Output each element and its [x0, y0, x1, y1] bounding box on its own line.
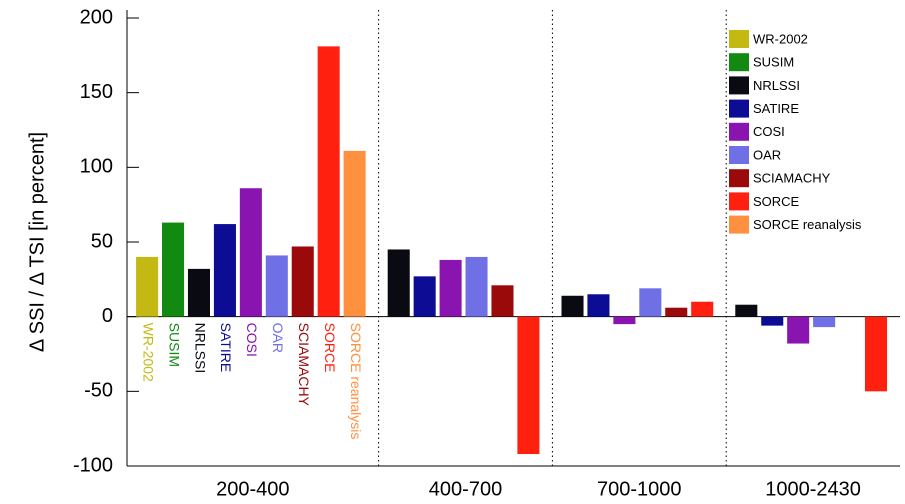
bar: [239, 188, 262, 317]
x-tick-label: 200-400: [216, 478, 289, 500]
bar: [691, 301, 714, 317]
bar: [136, 256, 159, 317]
y-tick-label: 0: [102, 305, 113, 327]
bar: [587, 294, 610, 317]
bar: [491, 285, 514, 317]
bar: [439, 259, 462, 317]
bar: [343, 150, 366, 317]
series-label: SORCE: [322, 323, 338, 373]
x-tick-label: 400-700: [429, 478, 502, 500]
legend-label: SUSIM: [753, 55, 794, 70]
series-label: OAR: [270, 323, 286, 353]
y-axis-label: Δ SSI / Δ TSI [in percent]: [26, 132, 48, 352]
y-tick-label: 150: [80, 81, 113, 103]
y-tick-label: 200: [80, 6, 113, 28]
bar: [291, 246, 314, 317]
legend-swatch: [729, 99, 749, 118]
bar: [413, 276, 436, 317]
series-label: SUSIM: [166, 323, 182, 367]
bar: [162, 222, 185, 317]
bar: [813, 316, 836, 328]
legend-label: SATIRE: [753, 101, 799, 116]
legend-label: OAR: [753, 147, 781, 162]
legend-label: NRLSSI: [753, 78, 800, 93]
bar: [864, 316, 888, 392]
x-tick-label: 1000-2430: [765, 478, 861, 500]
bar: [213, 224, 236, 317]
series-label: COSI: [244, 323, 260, 357]
x-tick-label: 700-1000: [597, 478, 682, 500]
bar: [317, 46, 340, 317]
legend-swatch: [729, 53, 749, 72]
legend-label: WR-2002: [753, 31, 808, 46]
series-label: SATIRE: [218, 323, 234, 373]
bar: [613, 316, 636, 325]
bar: [517, 316, 540, 455]
legend-swatch: [729, 215, 749, 234]
series-label: SCIAMACHY: [296, 323, 312, 407]
bar: [187, 268, 211, 317]
bar: [787, 316, 810, 344]
bar: [265, 255, 288, 317]
series-label: WR-2002: [140, 323, 156, 382]
legend-label: COSI: [753, 124, 785, 139]
legend-label: SORCE reanalysis: [753, 217, 862, 232]
legend-label: SORCE: [753, 194, 800, 209]
series-label: NRLSSI: [192, 323, 208, 374]
bar: [387, 249, 410, 317]
y-tick-label: 100: [80, 156, 113, 178]
bar: [561, 295, 584, 317]
legend-swatch: [729, 122, 749, 141]
y-tick-label: -50: [84, 380, 113, 402]
bar: [761, 316, 784, 326]
legend-label: SCIAMACHY: [753, 171, 831, 186]
bar: [639, 288, 662, 317]
legend-swatch: [729, 146, 749, 164]
bar: [665, 307, 688, 317]
bar: [465, 256, 488, 317]
legend-swatch: [729, 30, 749, 48]
legend-swatch: [729, 76, 749, 95]
series-label: SORCE reanalysis: [348, 323, 364, 440]
legend-swatch: [729, 192, 749, 211]
y-tick-label: -100: [73, 454, 113, 476]
y-tick-label: 50: [91, 230, 113, 252]
legend-swatch: [729, 169, 749, 188]
bar: [735, 304, 758, 317]
